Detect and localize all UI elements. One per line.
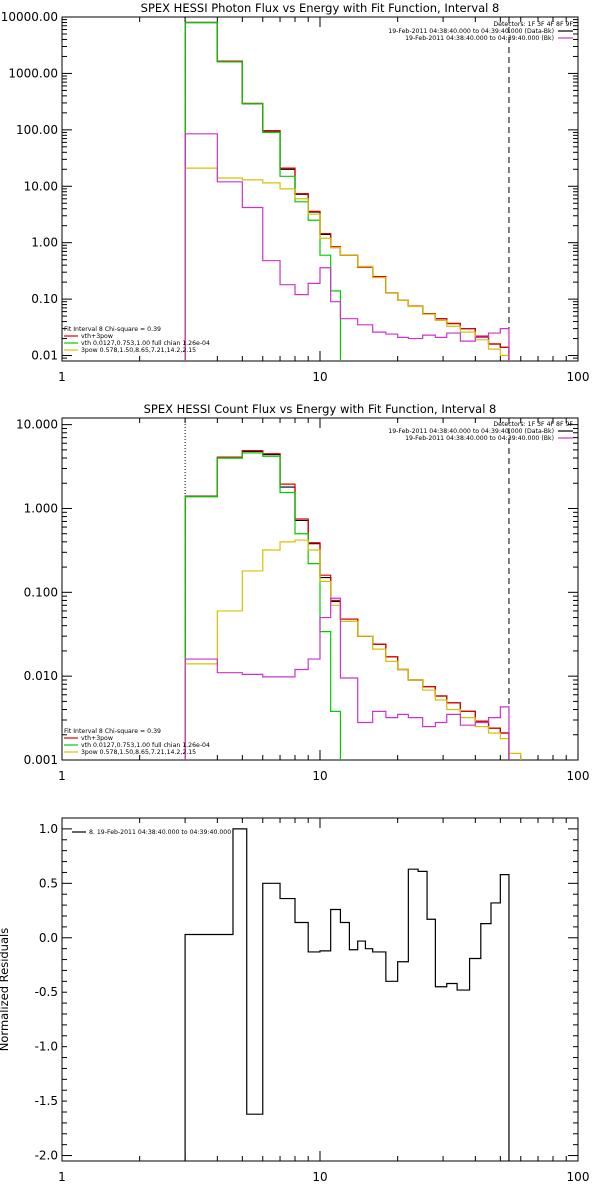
- x-axis: 1 10 100: [58, 818, 589, 1184]
- legend-entry-label: vth 0.0127,0.753,1.00 full chian 1.26e-0…: [81, 742, 210, 749]
- y-tick-label: 100.00: [16, 123, 58, 137]
- x-axis: 1 10 100: [58, 418, 589, 783]
- legend-detectors: Detectors: 1F 3F 4F 8F 9F: [493, 421, 573, 428]
- legend-fit-header: Fit Interval 8 Chi-square = 0.39: [64, 728, 161, 735]
- legend-detectors: Detectors: 1F 3F 4F 8F 9F: [493, 21, 573, 28]
- y-axis-title: Normalized Residuals: [0, 928, 11, 1051]
- plot-frame: [61, 817, 579, 1162]
- series-line-5: [184, 133, 510, 361]
- legend-fit-header: Fit Interval 8 Chi-square = 0.39: [64, 326, 161, 333]
- y-tick-label: -1.5: [35, 1094, 58, 1108]
- x-tick-label: 1: [58, 769, 66, 783]
- y-tick-label: 0.0: [39, 931, 58, 945]
- y-tick-label: 1.000: [24, 501, 58, 515]
- legend-entry-label: 3pow 0.578,1.50,8.65,7.21,14.2,2.15: [81, 749, 196, 756]
- y-tick-label: 0.010: [24, 669, 58, 683]
- chart-panel-1: SPEX HESSI Photon Flux vs Energy with Fi…: [1, 1, 590, 384]
- x-tick-label: 1: [58, 1170, 66, 1184]
- series-line-5: [184, 597, 510, 760]
- legend-entry-label: 19-Feb-2011 04:38:40.000 to 04:39:40.000…: [405, 435, 554, 442]
- series-line-3: [184, 21, 342, 361]
- chart-panel-3: 1 10 100 1.0 0.5 0.0 -0.5 -1.0 -1.5 -2.0 Normalize…: [0, 817, 589, 1184]
- series-line-1: [184, 828, 510, 1161]
- x-tick-label: 100: [567, 769, 590, 783]
- y-tick-label: 0.100: [24, 585, 58, 599]
- y-tick-label: 0.001: [24, 753, 58, 767]
- x-tick-label: 10: [312, 370, 327, 384]
- x-tick-label: 10: [312, 1170, 327, 1184]
- y-axis: 10.000 1.000 0.100 0.010 0.001: [16, 418, 578, 767]
- y-axis: 1.0 0.5 0.0 -0.5 -1.0 -1.5 -2.0: [35, 822, 578, 1163]
- legend-entry-label: 19-Feb-2011 04:38:40.000 to 04:39:40.000…: [388, 28, 554, 35]
- legend-entry-label: 8. 19-Feb-2011 04:38:40.000 to 04:39:40.…: [89, 829, 231, 836]
- y-tick-label: 1.0: [39, 822, 58, 836]
- legend-entry-label: vth+3pow: [81, 735, 113, 742]
- legend-entry-label: 19-Feb-2011 04:38:40.000 to 04:39:40.000…: [405, 35, 554, 42]
- y-tick-label: 1.00: [31, 236, 58, 250]
- legend-bottom-left: Fit Interval 8 Chi-square = 0.39vth+3pow…: [64, 326, 210, 354]
- y-tick-label: 10.00: [24, 179, 58, 193]
- legend-entry-label: 3pow 0.578,1.50,8.65,7.21,14.2,2.15: [81, 347, 196, 354]
- series-group: [184, 450, 522, 760]
- x-tick-label: 1: [58, 370, 66, 384]
- legend-bottom-left: Fit Interval 8 Chi-square = 0.39vth+3pow…: [64, 728, 210, 756]
- chart-title: SPEX HESSI Count Flux vs Energy with Fit…: [144, 402, 497, 416]
- y-tick-label: 10.000: [16, 418, 58, 432]
- y-tick-label: -1.0: [35, 1040, 58, 1054]
- y-tick-label: -2.0: [35, 1149, 58, 1163]
- series-line-4: [184, 539, 522, 760]
- chart-title: SPEX HESSI Photon Flux vs Energy with Fi…: [141, 1, 500, 15]
- y-tick-label: 0.5: [39, 876, 58, 890]
- series-line-4: [184, 167, 510, 361]
- series-line-1: [184, 21, 510, 361]
- y-axis: 10000.00 1000.00 100.00 10.00 1.00 0.10 0.01: [1, 10, 578, 363]
- legend-entry-label: 19-Feb-2011 04:38:40.000 to 04:39:40.000…: [388, 428, 554, 435]
- x-tick-label: 10: [312, 769, 327, 783]
- x-tick-label: 100: [567, 370, 590, 384]
- series-line-2: [184, 21, 510, 361]
- y-tick-label: 1000.00: [8, 66, 58, 80]
- series-line-3: [184, 452, 342, 760]
- series-group: [184, 828, 510, 1161]
- legend-entry-label: vth 0.0127,0.753,1.00 full chian 1.26e-0…: [81, 340, 210, 347]
- y-tick-label: 0.01: [31, 349, 58, 363]
- y-tick-label: -0.5: [35, 985, 58, 999]
- legend-entry-label: vth+3pow: [81, 333, 113, 340]
- series-group: [184, 21, 510, 361]
- y-tick-label: 10000.00: [1, 10, 58, 24]
- chart-panel-2: SPEX HESSI Count Flux vs Energy with Fit…: [16, 402, 589, 783]
- y-tick-label: 0.10: [31, 292, 58, 306]
- legend: 8. 19-Feb-2011 04:38:40.000 to 04:39:40.…: [72, 829, 231, 836]
- plot-frame: [61, 16, 579, 362]
- x-tick-label: 100: [567, 1170, 590, 1184]
